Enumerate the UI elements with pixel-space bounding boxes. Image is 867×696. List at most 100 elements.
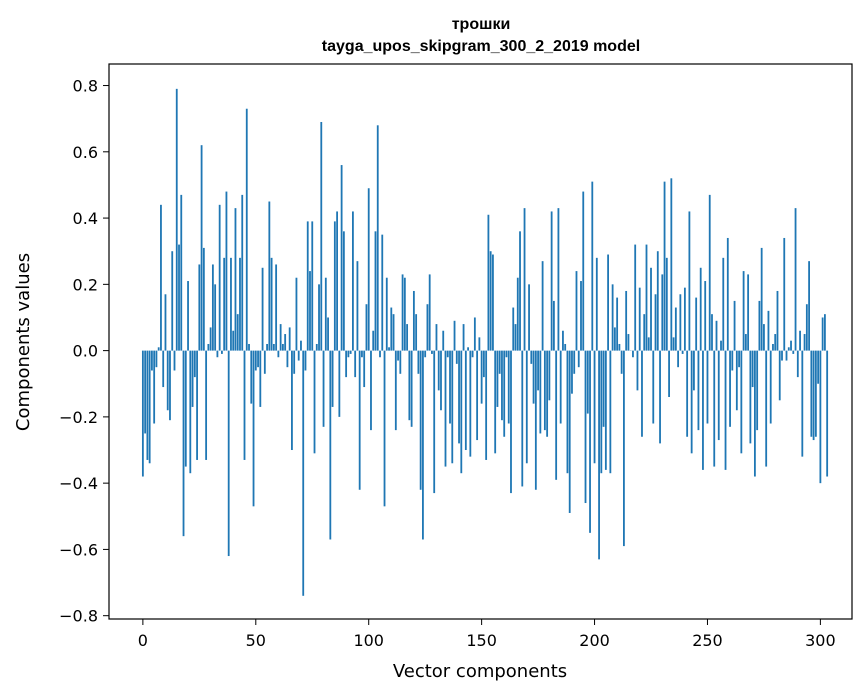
bar [243,350,246,460]
y-axis-label: Components values [13,253,34,431]
bar [634,244,637,351]
bar [444,350,447,467]
bar [189,350,192,474]
bar [144,350,147,434]
bar [151,350,153,371]
bar [796,350,799,378]
bar [763,324,765,351]
bar [295,277,298,351]
bar [720,340,722,351]
bar [340,165,343,351]
bar [324,277,327,351]
bar [702,350,704,470]
bar [415,314,418,351]
x-tick-label: 150 [466,631,497,650]
bar [329,350,332,540]
x-tick-label: 50 [246,631,266,650]
bar [286,350,289,368]
bar [625,290,628,351]
bar [245,108,248,351]
bar [175,88,178,351]
bar [650,267,652,351]
bar [575,271,578,351]
bar [607,254,609,351]
y-tick-label: −0.8 [59,607,98,626]
bar [670,178,673,351]
bar [399,350,402,374]
x-tick-label: 300 [805,631,836,650]
bar [333,221,336,351]
bar [724,350,727,470]
bar [442,330,445,351]
bar [266,343,268,351]
bar [205,350,208,460]
bar [358,350,361,490]
bar [406,324,409,351]
bar [715,320,718,351]
bar [693,350,695,391]
bar [184,350,187,467]
bar [252,350,255,507]
bar [756,350,759,431]
bar [753,350,756,477]
bar [654,294,657,351]
bar [616,297,619,351]
bar [370,350,372,431]
bar [155,350,158,368]
chart-subtitle: tayga_upos_skipgram_300_2_2019 model [322,38,640,55]
bar [794,208,797,351]
bar [164,294,167,351]
bar [487,214,490,351]
bar [584,350,587,504]
bar [769,350,772,424]
bar [191,350,194,407]
bar [153,350,156,424]
bar [221,350,223,354]
bar [824,314,826,351]
bar [349,350,352,354]
bar [799,330,801,351]
bar [426,304,429,351]
bar [166,350,169,411]
bar [162,350,165,388]
bar [383,350,386,507]
bar [338,350,341,417]
bar [586,350,589,414]
bar [342,231,345,351]
bar [171,251,174,351]
bar [571,350,573,394]
bar [313,350,316,454]
bar [311,221,314,351]
bar [304,350,307,371]
bar [562,330,564,351]
bar [223,257,226,351]
bar [315,343,318,351]
bar [234,208,237,351]
bar [306,221,309,351]
bar [180,194,183,351]
bar [288,327,291,351]
bar [507,350,510,424]
bar [352,211,354,351]
bar [564,343,567,351]
bar [347,350,350,358]
bar [632,350,634,358]
bar [638,287,641,351]
bar [512,307,515,351]
bar [322,350,325,427]
bar [227,350,230,557]
bar [808,261,810,351]
bar [433,350,436,494]
bar [810,350,813,437]
bar [374,231,377,351]
bar [467,347,469,351]
x-axis-label: Vector components [393,661,567,682]
bar [812,350,815,441]
bar [272,343,275,351]
bar [618,343,621,351]
bar [521,350,524,487]
bar [453,320,456,351]
bar [440,350,442,411]
bar [781,350,783,361]
bar [674,307,677,351]
